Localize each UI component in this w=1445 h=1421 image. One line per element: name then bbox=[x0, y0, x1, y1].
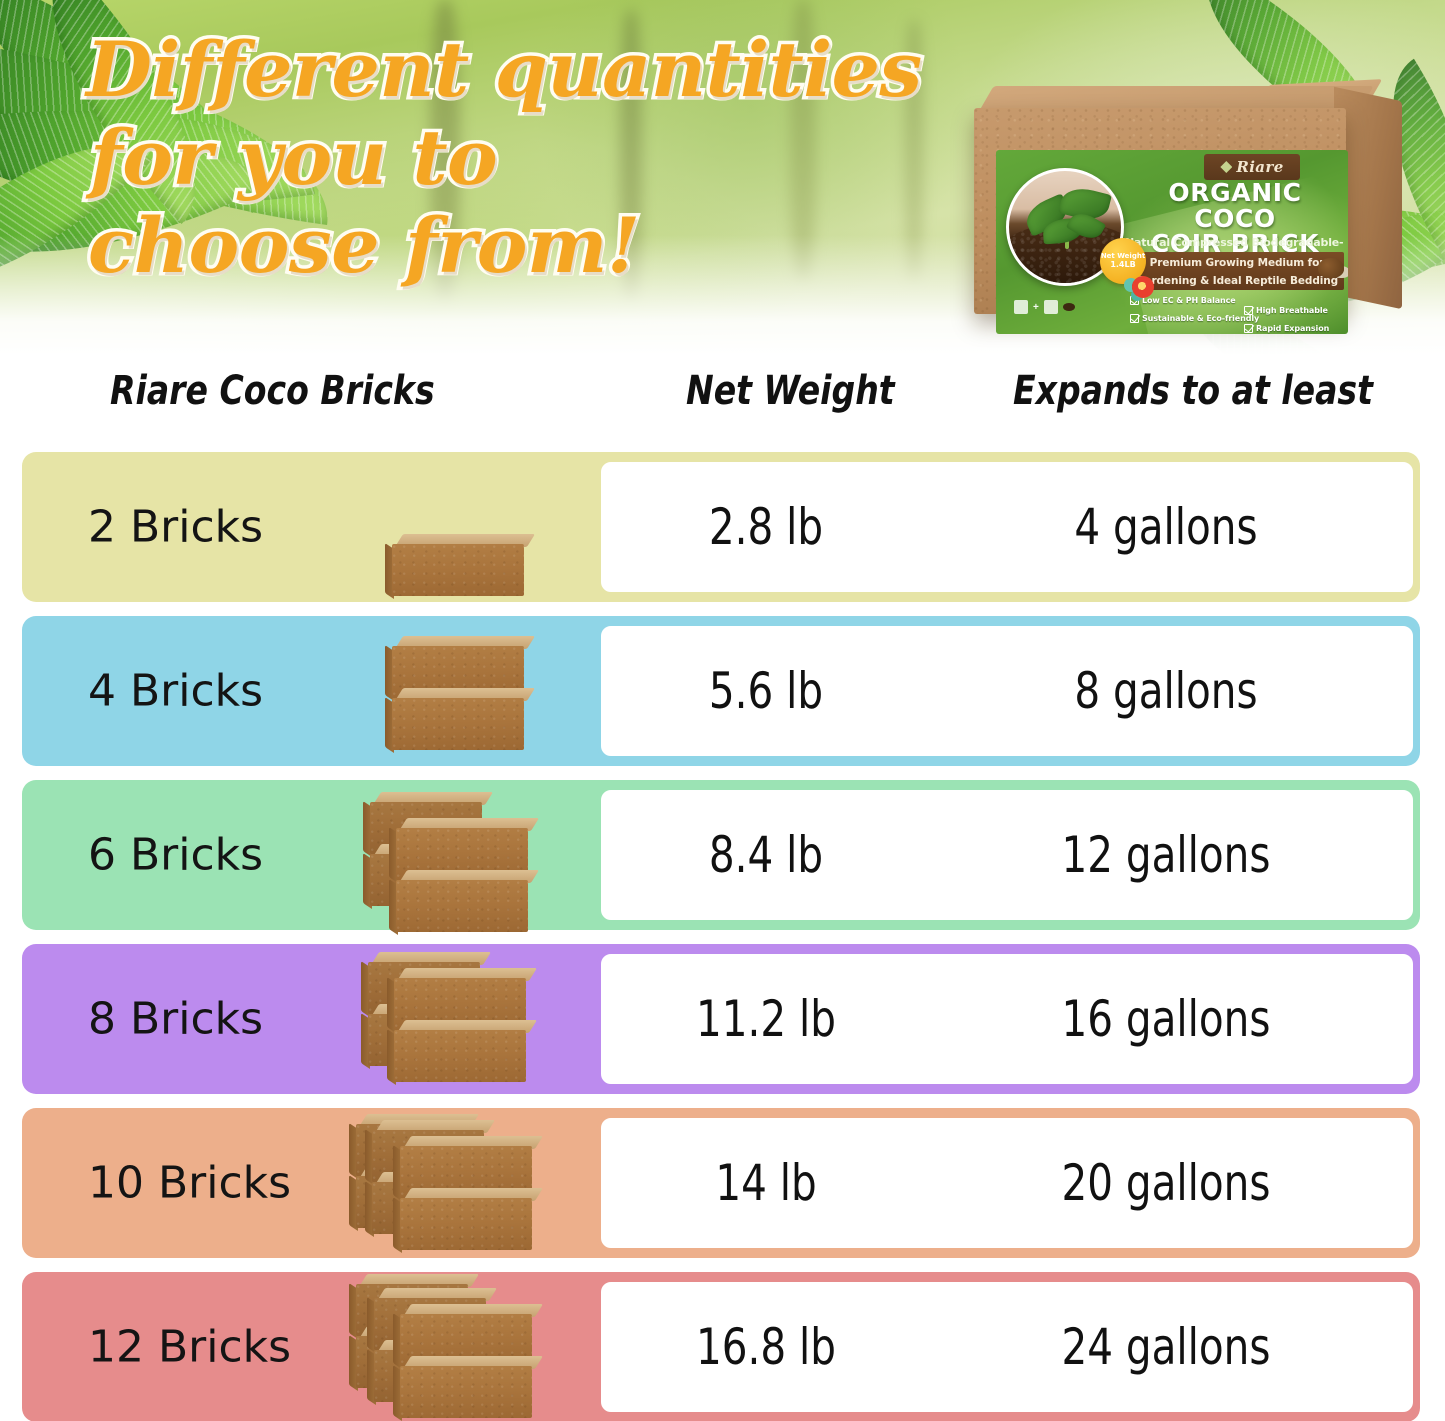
check-icon bbox=[1130, 314, 1139, 323]
cell-expands-to: 24 gallons bbox=[1061, 1318, 1271, 1376]
feature-label: High Breathable bbox=[1256, 306, 1328, 315]
table-row: 8 Bricks 11.2 lb 16 gallons bbox=[22, 944, 1420, 1094]
row-quantity-label: 6 Bricks bbox=[88, 829, 264, 881]
product-description-band: Premium Growing Medium for Gardening & I… bbox=[1130, 252, 1344, 290]
cell-expands-to: 12 gallons bbox=[1061, 826, 1271, 884]
cell-net-weight: 5.6 lb bbox=[708, 662, 824, 720]
brick-stack-illustration bbox=[352, 946, 592, 1088]
feature-item: Low EC & PH Balance bbox=[1130, 296, 1236, 305]
cell-net-weight: 11.2 lb bbox=[696, 990, 836, 1048]
row-values-card: 8.4 lb 12 gallons bbox=[597, 786, 1417, 924]
coco-brick-icon bbox=[393, 1356, 544, 1421]
product-title-line-1: ORGANIC COCO bbox=[1168, 178, 1302, 233]
leaf-mark-icon bbox=[1220, 161, 1233, 173]
feature-item: High Breathable bbox=[1244, 306, 1328, 315]
row-quantity-label: 4 Bricks bbox=[88, 665, 264, 717]
product-title: ORGANIC COCO COIR BRICK bbox=[1124, 180, 1346, 257]
cell-net-weight: 16.8 lb bbox=[696, 1318, 836, 1376]
feature-item: Sustainable & Eco-friendly bbox=[1130, 314, 1259, 323]
cell-net-weight: 2.8 lb bbox=[708, 498, 824, 556]
seedling-photo bbox=[1006, 168, 1124, 286]
check-icon bbox=[1244, 306, 1253, 315]
table-row: 4 Bricks 5.6 lb 8 gallons bbox=[22, 616, 1420, 766]
table-header-row: Riare Coco Bricks Net Weight Expands to … bbox=[0, 368, 1445, 430]
coco-brick-icon bbox=[389, 870, 540, 936]
band-line-1: Premium Growing Medium for bbox=[1149, 257, 1325, 269]
row-quantity-label: 10 Bricks bbox=[88, 1157, 292, 1209]
cell-expands-to: 20 gallons bbox=[1061, 1154, 1271, 1212]
column-header-net-weight: Net Weight bbox=[686, 368, 895, 414]
headline-line-2: for you to bbox=[87, 110, 502, 205]
cell-net-weight: 14 lb bbox=[715, 1154, 817, 1212]
product-label: Riare ORGANIC COCO COIR BRICK -Natural C… bbox=[996, 150, 1348, 334]
coco-brick-icon bbox=[385, 534, 536, 600]
soil-pile-icon bbox=[1062, 303, 1075, 311]
check-icon bbox=[1130, 296, 1139, 305]
column-header-bricks: Riare Coco Bricks bbox=[110, 368, 435, 414]
column-header-expands: Expands to at least bbox=[1013, 368, 1373, 414]
cell-expands-to: 16 gallons bbox=[1061, 990, 1271, 1048]
net-weight-value: 1.4LB bbox=[1110, 260, 1136, 270]
row-values-card: 11.2 lb 16 gallons bbox=[597, 950, 1417, 1088]
table-row: 2 Bricks 2.8 lb 4 gallons bbox=[22, 452, 1420, 602]
blurred-tree-trunk bbox=[790, 0, 816, 280]
brand-name: Riare bbox=[1236, 158, 1284, 176]
brick-stack-illustration bbox=[349, 1274, 592, 1421]
row-quantity-label: 12 Bricks bbox=[88, 1321, 292, 1373]
headline-line-1: Different quantities bbox=[83, 22, 926, 117]
quantity-table: 2 Bricks 2.8 lb 4 gallons 4 Bricks 5.6 lb 8 g… bbox=[22, 452, 1420, 1421]
usage-icons: + bbox=[1014, 300, 1075, 314]
coco-brick-icon bbox=[393, 1188, 544, 1254]
brick-stack-illustration bbox=[352, 782, 592, 936]
product-box-image: Riare ORGANIC COCO COIR BRICK -Natural C… bbox=[962, 78, 1414, 334]
headline-line-3: choose from! bbox=[85, 198, 644, 293]
band-line-2: Gardening & Ideal Reptile Bedding bbox=[1135, 275, 1339, 288]
net-weight-label: Net Weight bbox=[1100, 251, 1146, 260]
feature-label: Rapid Expansion bbox=[1256, 324, 1330, 333]
cell-expands-to: 4 gallons bbox=[1074, 498, 1258, 556]
brick-stack-illustration bbox=[352, 618, 592, 760]
coco-brick-icon bbox=[387, 1020, 538, 1086]
table-row: 12 Bricks 16.8 lb 24 gallons bbox=[22, 1272, 1420, 1421]
check-icon bbox=[1244, 324, 1253, 333]
table-row: 10 Bricks 14 lb 20 gallons bbox=[22, 1108, 1420, 1258]
row-values-card: 16.8 lb 24 gallons bbox=[597, 1278, 1417, 1416]
brick-stack-illustration bbox=[349, 1110, 592, 1254]
coconut-icon bbox=[1318, 258, 1344, 278]
blurred-tree-trunk bbox=[620, 10, 642, 300]
cell-net-weight: 8.4 lb bbox=[708, 826, 824, 884]
product-subtitle: -Natural Compressed Biodegradable- bbox=[1120, 236, 1344, 249]
brick-stack-illustration bbox=[352, 454, 592, 600]
table-row: 6 Bricks 8.4 lb 12 gallons bbox=[22, 780, 1420, 936]
row-quantity-label: 8 Bricks bbox=[88, 993, 264, 1045]
row-values-card: 2.8 lb 4 gallons bbox=[597, 458, 1417, 596]
row-values-card: 14 lb 20 gallons bbox=[597, 1114, 1417, 1252]
feature-label: Sustainable & Eco-friendly bbox=[1142, 314, 1260, 323]
carton-front-face: Riare ORGANIC COCO COIR BRICK -Natural C… bbox=[974, 108, 1348, 334]
brick-icon bbox=[1014, 300, 1028, 314]
page-headline: Different quantities for you to choose f… bbox=[83, 22, 966, 294]
row-quantity-label: 2 Bricks bbox=[88, 501, 264, 553]
blurred-tree-trunk bbox=[905, 20, 923, 280]
feature-label: Low EC & PH Balance bbox=[1142, 296, 1236, 305]
row-values-card: 5.6 lb 8 gallons bbox=[597, 622, 1417, 760]
coco-brick-icon bbox=[385, 688, 536, 754]
feature-item: Rapid Expansion bbox=[1244, 324, 1329, 333]
plus-icon: + bbox=[1033, 301, 1039, 313]
cell-expands-to: 8 gallons bbox=[1074, 662, 1258, 720]
water-bucket-icon bbox=[1043, 300, 1058, 314]
brand-badge: Riare bbox=[1204, 154, 1300, 180]
product-title-line-2: COIR BRICK bbox=[1150, 229, 1320, 258]
flower-icon bbox=[1132, 276, 1154, 298]
